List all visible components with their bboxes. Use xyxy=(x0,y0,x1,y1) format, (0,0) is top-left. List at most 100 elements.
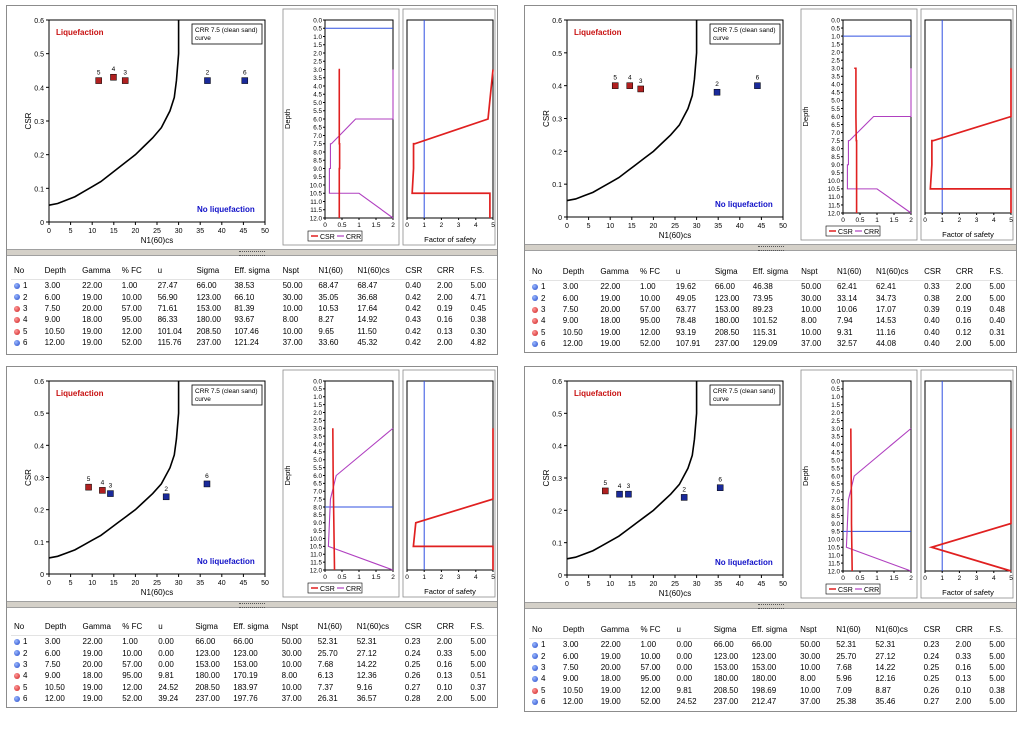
column-header[interactable]: Nspt xyxy=(797,621,834,639)
column-header[interactable]: No xyxy=(11,618,42,636)
table-row[interactable]: 5 10.50 19.00 12.00 101.04 208.50 107.46 10.00 9… xyxy=(11,326,497,337)
column-header[interactable]: CRR xyxy=(433,618,468,636)
x-tick-label: 45 xyxy=(240,580,248,587)
column-header[interactable]: Gamma xyxy=(597,621,638,639)
depth-tick-label: 7.0 xyxy=(831,130,840,137)
depth-tick-label: 3.5 xyxy=(831,434,840,441)
column-header[interactable]: N1(60) xyxy=(314,618,354,636)
column-header[interactable]: N1(60) xyxy=(834,263,873,281)
panel-splitter-3[interactable] xyxy=(7,601,497,608)
column-header[interactable]: F.S. xyxy=(986,621,1016,639)
table-row[interactable]: 5 10.50 19.00 12.00 24.52 208.50 183.97 10.00 7.… xyxy=(11,682,497,693)
column-header[interactable]: N1(60)cs xyxy=(354,262,403,280)
column-header[interactable]: Sigma xyxy=(710,621,749,639)
column-header[interactable]: Gamma xyxy=(79,262,119,280)
table-cell: 66.00 xyxy=(714,282,735,292)
column-header[interactable]: Eff. sigma xyxy=(231,262,280,280)
column-header[interactable]: u xyxy=(672,263,712,281)
column-header[interactable]: Sigma xyxy=(192,618,231,636)
column-header[interactable]: Gamma xyxy=(79,618,120,636)
x-tick-label: 5 xyxy=(69,228,73,235)
column-header[interactable]: N1(60) xyxy=(833,621,873,639)
column-header[interactable]: Sigma xyxy=(193,262,232,280)
column-header[interactable]: N1(60) xyxy=(315,262,355,280)
column-header[interactable]: Nspt xyxy=(279,262,316,280)
column-header[interactable]: Depth xyxy=(41,262,80,280)
table-cell: 30.00 xyxy=(282,292,303,302)
table-row[interactable]: 3 7.50 20.00 57.00 0.00 153.00 153.00 10.00 7.68… xyxy=(11,659,497,670)
table-row[interactable]: 2 6.00 19.00 10.00 56.90 123.00 66.10 30.00 35.0… xyxy=(11,291,497,302)
splitter-grip[interactable] xyxy=(239,251,265,256)
column-header[interactable]: Gamma xyxy=(597,263,638,281)
depth-tick-label: 4.0 xyxy=(831,442,840,449)
table-row[interactable]: 1 3.00 22.00 1.00 0.00 66.00 66.00 50.00 52.31 52… xyxy=(11,636,497,648)
column-header[interactable]: No xyxy=(529,621,560,639)
table-cell: 0.45 xyxy=(470,303,487,313)
column-header[interactable]: % FC xyxy=(119,618,156,636)
column-header[interactable]: F.S. xyxy=(467,262,497,280)
column-header[interactable]: u xyxy=(155,618,193,636)
column-header[interactable]: Eff. sigma xyxy=(748,621,798,639)
splitter-grip[interactable] xyxy=(757,246,784,251)
table-row[interactable]: 4 9.00 18.00 95.00 0.00 180.00 180.00 8.00 5.96 1… xyxy=(529,673,1016,684)
column-header[interactable]: Depth xyxy=(41,618,80,636)
column-header[interactable]: % FC xyxy=(637,263,673,281)
table-cell: 1 xyxy=(11,636,42,648)
table-row[interactable]: 3 7.50 20.00 57.00 63.77 153.00 89.23 10.00 10.0… xyxy=(529,304,1016,315)
panel-splitter-1[interactable] xyxy=(7,249,497,256)
column-header[interactable]: Eff. sigma xyxy=(230,618,279,636)
splitter-grip[interactable] xyxy=(757,604,784,609)
table-row[interactable]: 4 9.00 18.00 95.00 9.81 180.00 170.19 8.00 6.13 1… xyxy=(11,670,497,681)
table-row[interactable]: 3 7.50 20.00 57.00 71.61 153.00 81.39 10.00 10.5… xyxy=(11,303,497,314)
table-row[interactable]: 6 12.00 19.00 52.00 39.24 237.00 197.76 37.00 26… xyxy=(11,693,497,704)
table-row[interactable]: 4 9.00 18.00 95.00 86.33 180.00 93.67 8.00 8.27 1… xyxy=(11,314,497,325)
column-header[interactable]: % FC xyxy=(118,262,155,280)
row-number: 1 xyxy=(541,640,546,650)
table-row[interactable]: 3 7.50 20.00 57.00 0.00 153.00 153.00 10.00 7.68… xyxy=(529,662,1016,673)
depth-axis-label: Depth xyxy=(283,109,292,129)
column-header[interactable]: No xyxy=(11,262,42,280)
column-header[interactable]: CSR xyxy=(921,263,953,281)
column-header[interactable]: Eff. sigma xyxy=(749,263,799,281)
column-header[interactable]: Depth xyxy=(559,263,598,281)
column-header[interactable]: No xyxy=(529,263,560,281)
column-header[interactable]: N1(60)cs xyxy=(872,621,921,639)
panel-splitter-4[interactable] xyxy=(525,602,1016,609)
column-header[interactable]: CSR xyxy=(401,618,434,636)
table-cell: 0.37 xyxy=(470,682,486,692)
table-row[interactable]: 1 3.00 22.00 1.00 19.62 66.00 46.38 50.00 62.41 6… xyxy=(529,281,1016,293)
column-header[interactable]: F.S. xyxy=(986,263,1016,281)
table-row[interactable]: 1 3.00 22.00 1.00 0.00 66.00 66.00 50.00 52.31 52… xyxy=(529,639,1016,651)
column-header[interactable]: F.S. xyxy=(467,618,497,636)
column-header[interactable]: Sigma xyxy=(711,263,750,281)
column-header[interactable]: Nspt xyxy=(278,618,315,636)
table-row[interactable]: 6 12.00 19.00 52.00 24.52 237.00 212.47 37.00 25… xyxy=(529,696,1016,707)
column-header[interactable]: CRR xyxy=(952,263,987,281)
column-header[interactable]: CRR xyxy=(952,621,987,639)
table-row[interactable]: 6 12.00 19.00 52.00 107.91 237.00 129.09 37.00 3… xyxy=(529,338,1016,349)
column-header[interactable]: CRR xyxy=(433,262,468,280)
table-row[interactable]: 2 6.00 19.00 10.00 0.00 123.00 123.00 30.00 25.7… xyxy=(529,650,1016,661)
table-row[interactable]: 5 10.50 19.00 12.00 93.19 208.50 115.31 10.00 9.… xyxy=(529,327,1016,338)
csr-crr-tick-label: 1 xyxy=(357,574,361,581)
column-header[interactable]: Nspt xyxy=(798,263,835,281)
column-header[interactable]: Depth xyxy=(559,621,598,639)
table-row[interactable]: 6 12.00 19.00 52.00 115.76 237.00 121.24 37.00 3… xyxy=(11,337,497,348)
column-header[interactable]: CSR xyxy=(402,262,434,280)
table-row[interactable]: 5 10.50 19.00 12.00 9.81 208.50 198.69 10.00 7.0… xyxy=(529,685,1016,696)
column-header[interactable]: u xyxy=(154,262,194,280)
panel-splitter-2[interactable] xyxy=(525,244,1016,251)
column-header[interactable]: N1(60)cs xyxy=(873,263,922,281)
fs-tick-label: 0 xyxy=(405,574,409,581)
table-row[interactable]: 2 6.00 19.00 10.00 0.00 123.00 123.00 30.00 25.7… xyxy=(11,647,497,658)
table-row[interactable]: 4 9.00 18.00 95.00 78.48 180.00 101.52 8.00 7.94… xyxy=(529,315,1016,326)
table-row[interactable]: 1 3.00 22.00 1.00 27.47 66.00 38.53 50.00 68.47 6… xyxy=(11,280,497,292)
depth-axis-label: Depth xyxy=(283,465,292,485)
column-header[interactable]: % FC xyxy=(637,621,674,639)
table-row[interactable]: 2 6.00 19.00 10.00 49.05 123.00 73.95 30.00 33.1… xyxy=(529,292,1016,303)
column-header[interactable]: CSR xyxy=(920,621,953,639)
column-header[interactable]: N1(60)cs xyxy=(353,618,402,636)
splitter-grip[interactable] xyxy=(239,603,265,608)
column-header[interactable]: u xyxy=(673,621,711,639)
depth-axis-label: Depth xyxy=(801,466,810,486)
